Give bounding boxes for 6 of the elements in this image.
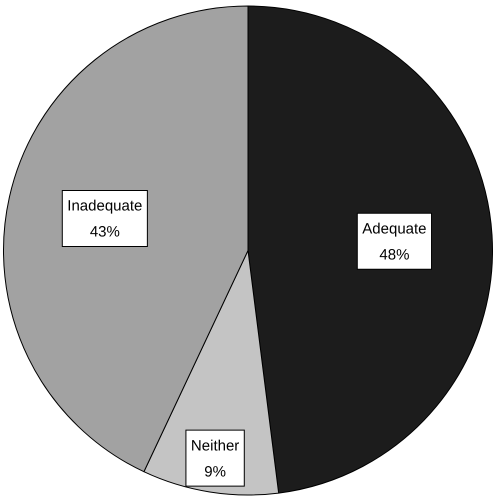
slice-label: Inadequate <box>67 198 142 215</box>
slice-label: Neither <box>190 437 240 454</box>
slice-label: Adequate <box>362 220 427 238</box>
data-label: 43% <box>90 224 120 241</box>
data-label: 48% <box>379 246 410 264</box>
data-label: 9% <box>204 463 226 480</box>
